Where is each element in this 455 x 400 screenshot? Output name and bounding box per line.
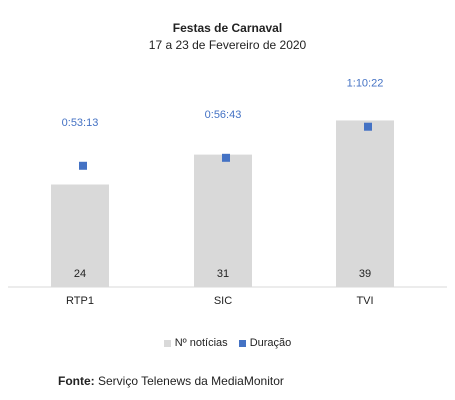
category-label: TVI <box>356 295 373 307</box>
bar-sic <box>194 154 252 287</box>
bar-value-label: 24 <box>74 268 86 280</box>
chart-area: Festas de Carnaval 17 a 23 de Fevereiro … <box>0 21 455 350</box>
chart-subtitle: 17 a 23 de Fevereiro de 2020 <box>148 38 307 52</box>
bar-value-label: 31 <box>217 268 229 280</box>
chart-plot: 24 RTP1 0:53:13 31 SIC 0:56:43 39 TVI 1:10:22 <box>8 78 447 307</box>
chart-legend: Nº notícias Duração <box>0 337 455 350</box>
legend-label-duracao: Duração <box>249 337 292 349</box>
category-label: RTP1 <box>66 295 94 307</box>
bar-value-label: 39 <box>359 268 371 280</box>
source-text: Serviço Telenews da MediaMonitor <box>98 374 284 388</box>
legend-swatch-duracao <box>238 339 246 347</box>
chart-title: Festas de Carnaval <box>172 21 283 35</box>
legend-label-noticias: Nº notícias <box>174 337 228 349</box>
duration-point <box>364 122 372 131</box>
source-note: Fonte: Serviço Telenews da MediaMonitor <box>58 374 284 388</box>
bar-tvi <box>336 120 394 287</box>
duration-point <box>222 153 230 162</box>
duration-label: 0:56:43 <box>205 109 242 121</box>
source-label: Fonte: <box>58 374 95 388</box>
legend-item-noticias: Nº notícias <box>163 337 228 349</box>
duration-label: 1:10:22 <box>347 78 384 90</box>
legend-swatch-noticias <box>163 339 171 347</box>
legend-item-duracao: Duração <box>238 337 292 349</box>
duration-label: 0:53:13 <box>62 117 99 129</box>
bar-rtp1 <box>51 184 109 287</box>
duration-point <box>79 161 87 170</box>
category-label: SIC <box>214 295 232 307</box>
